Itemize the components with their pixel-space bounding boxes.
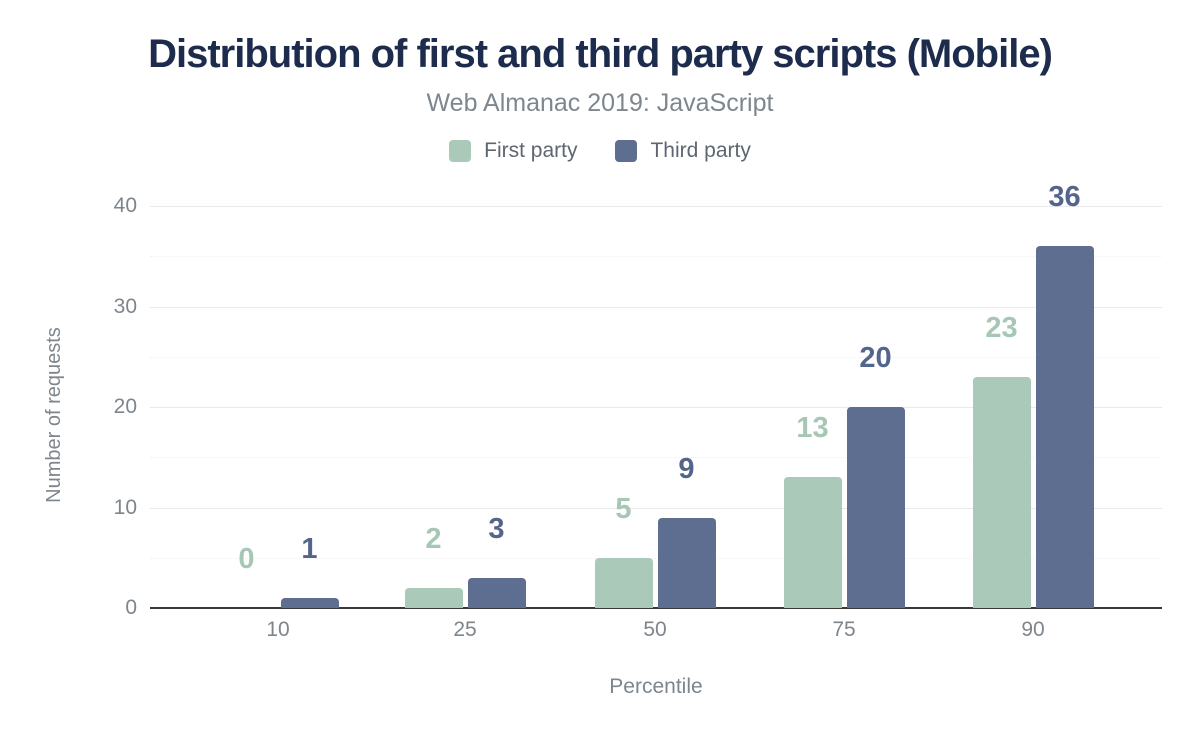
bar-third-party-p10[interactable] bbox=[280, 598, 339, 608]
bar-third-party-p75[interactable] bbox=[846, 407, 905, 608]
x-axis-line bbox=[150, 607, 1162, 609]
x-tick-50: 50 bbox=[643, 618, 667, 641]
legend-item-first-party[interactable]: First party bbox=[449, 139, 577, 163]
value-label-third-party-p90: 36 bbox=[1048, 181, 1081, 213]
value-label-third-party-p50: 9 bbox=[678, 453, 695, 485]
legend-label-third-party: Third party bbox=[650, 139, 751, 162]
bar-first-party-p90[interactable] bbox=[972, 377, 1031, 608]
bar-third-party-p90[interactable] bbox=[1035, 246, 1094, 608]
bar-first-party-p25[interactable] bbox=[404, 588, 463, 608]
y-tick-20: 20 bbox=[113, 395, 137, 418]
bar-third-party-p50[interactable] bbox=[657, 518, 716, 608]
minor-gridline-5 bbox=[150, 557, 1162, 559]
legend-item-third-party[interactable]: Third party bbox=[615, 139, 751, 163]
y-tick-10: 10 bbox=[113, 495, 137, 519]
y-tick-30: 30 bbox=[113, 294, 137, 318]
legend-label-first-party: First party bbox=[484, 139, 578, 162]
value-label-third-party-p25: 3 bbox=[488, 513, 505, 545]
value-label-first-party-p90: 23 bbox=[985, 312, 1018, 344]
minor-gridline-15 bbox=[150, 457, 1162, 459]
value-label-third-party-p75: 20 bbox=[859, 342, 892, 374]
value-label-first-party-p10: 0 bbox=[238, 543, 255, 575]
x-tick-25: 25 bbox=[453, 618, 477, 641]
y-tick-40: 40 bbox=[113, 194, 137, 217]
value-label-first-party-p25: 2 bbox=[425, 523, 442, 555]
value-label-first-party-p75: 13 bbox=[796, 412, 829, 444]
bar-third-party-p25[interactable] bbox=[467, 578, 526, 608]
legend: First party Third party bbox=[0, 139, 1200, 163]
bar-first-party-p50[interactable] bbox=[594, 558, 653, 608]
x-axis-title: Percentile bbox=[609, 675, 703, 698]
legend-swatch-first-party-icon bbox=[449, 140, 472, 162]
bar-first-party-p75[interactable] bbox=[783, 477, 842, 608]
x-tick-75: 75 bbox=[832, 618, 856, 641]
gridline-40 bbox=[150, 206, 1162, 207]
value-label-first-party-p50: 5 bbox=[615, 493, 632, 525]
x-tick-10: 10 bbox=[266, 618, 290, 641]
legend-swatch-third-party-icon bbox=[615, 140, 638, 162]
minor-gridline-25 bbox=[150, 356, 1162, 358]
value-label-third-party-p10: 1 bbox=[301, 533, 318, 565]
chart-subtitle: Web Almanac 2019: JavaScript bbox=[426, 89, 774, 117]
y-tick-0: 0 bbox=[125, 596, 137, 619]
page-title: Distribution of first and third party sc… bbox=[148, 32, 1053, 76]
gridline-20 bbox=[150, 407, 1162, 408]
x-tick-90: 90 bbox=[1021, 618, 1045, 641]
gridline-30 bbox=[150, 306, 1162, 308]
minor-gridline-35 bbox=[150, 256, 1162, 258]
gridline-10 bbox=[150, 507, 1162, 509]
y-axis-title: Number of requests bbox=[43, 327, 65, 503]
